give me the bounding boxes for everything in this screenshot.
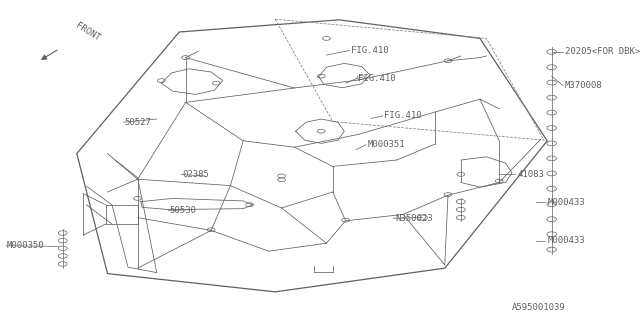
Text: A595001039: A595001039 xyxy=(512,303,566,312)
Text: FIG.410: FIG.410 xyxy=(358,74,396,83)
Text: 20205<FOR DBK>: 20205<FOR DBK> xyxy=(565,47,640,56)
Text: 41083: 41083 xyxy=(517,170,544,179)
Text: 50530: 50530 xyxy=(170,206,196,215)
Text: M000433: M000433 xyxy=(547,236,585,245)
Text: M370008: M370008 xyxy=(565,81,603,90)
Text: 02385: 02385 xyxy=(182,170,209,179)
Text: 50527: 50527 xyxy=(125,118,152,127)
Text: FIG.410: FIG.410 xyxy=(351,46,388,55)
Text: FIG.410: FIG.410 xyxy=(384,111,422,120)
Text: FRONT: FRONT xyxy=(74,21,101,43)
Text: M000351: M000351 xyxy=(368,140,406,149)
Text: M000433: M000433 xyxy=(547,198,585,207)
Text: M000350: M000350 xyxy=(6,241,44,250)
Text: N350023: N350023 xyxy=(396,214,433,223)
